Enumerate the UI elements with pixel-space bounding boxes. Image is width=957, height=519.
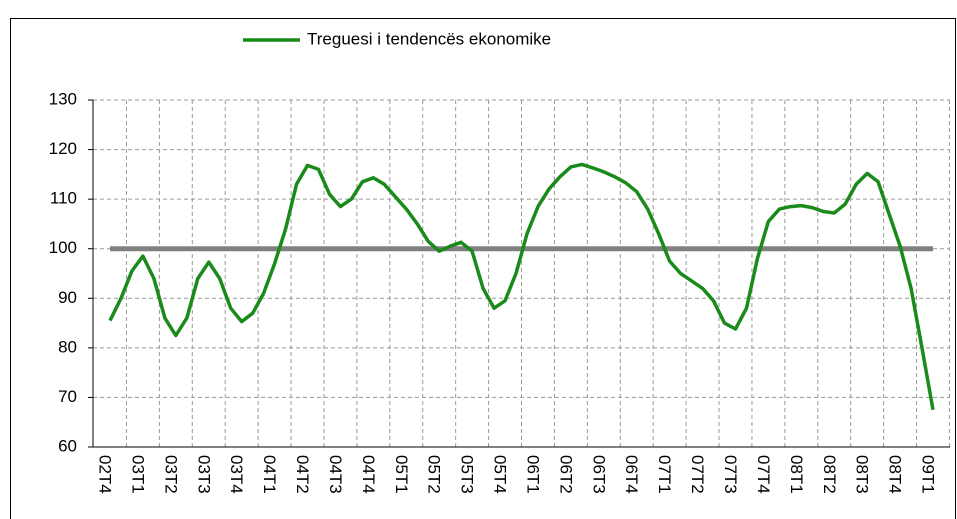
y-tick-label: 130 — [49, 89, 77, 108]
x-tick-label: 02T4 — [96, 455, 115, 494]
y-tick-label: 60 — [58, 436, 77, 455]
y-tick-label: 110 — [50, 189, 77, 208]
x-tick-label: 05T1 — [392, 455, 411, 494]
x-tick-label: 03T3 — [194, 455, 213, 494]
x-tick-label: 07T3 — [721, 455, 740, 494]
y-tick-label: 70 — [58, 387, 77, 406]
x-tick-label: 04T2 — [293, 455, 312, 494]
data-line — [108, 162, 935, 411]
x-tick-label: 05T4 — [491, 455, 510, 494]
x-tick-label: 08T2 — [820, 455, 839, 494]
x-tick-label: 06T4 — [622, 455, 641, 494]
x-tick-label: 08T3 — [853, 455, 872, 494]
x-tick-label: 06T2 — [556, 455, 575, 494]
x-tick-label: 08T4 — [886, 455, 905, 494]
legend-label: Treguesi i tendencës ekonomike — [307, 29, 551, 48]
x-tick-label: 04T4 — [359, 455, 378, 494]
x-tick-label: 03T1 — [128, 455, 147, 494]
x-tick-label: 07T2 — [688, 455, 707, 494]
x-tick-label: 03T4 — [227, 455, 246, 494]
x-tick-label: 03T2 — [161, 455, 180, 494]
x-tick-label: 09T1 — [919, 455, 938, 494]
x-tick-label: 07T1 — [655, 455, 674, 494]
y-tick-label: 120 — [49, 139, 77, 158]
x-tick-label: 08T1 — [787, 455, 806, 494]
y-tick-label: 100 — [49, 238, 77, 257]
x-tick-label: 06T1 — [523, 455, 542, 494]
x-tick-label: 06T3 — [589, 455, 608, 494]
x-tick-label: 07T4 — [754, 455, 773, 494]
x-tick-label: 05T3 — [458, 455, 477, 494]
chart-frame — [10, 18, 956, 519]
x-tick-label: 04T1 — [260, 455, 279, 494]
y-tick-label: 80 — [58, 337, 77, 356]
x-tick-label: 05T2 — [425, 455, 444, 494]
x-tick-label: 04T3 — [326, 455, 345, 494]
y-tick-label: 90 — [58, 288, 77, 307]
